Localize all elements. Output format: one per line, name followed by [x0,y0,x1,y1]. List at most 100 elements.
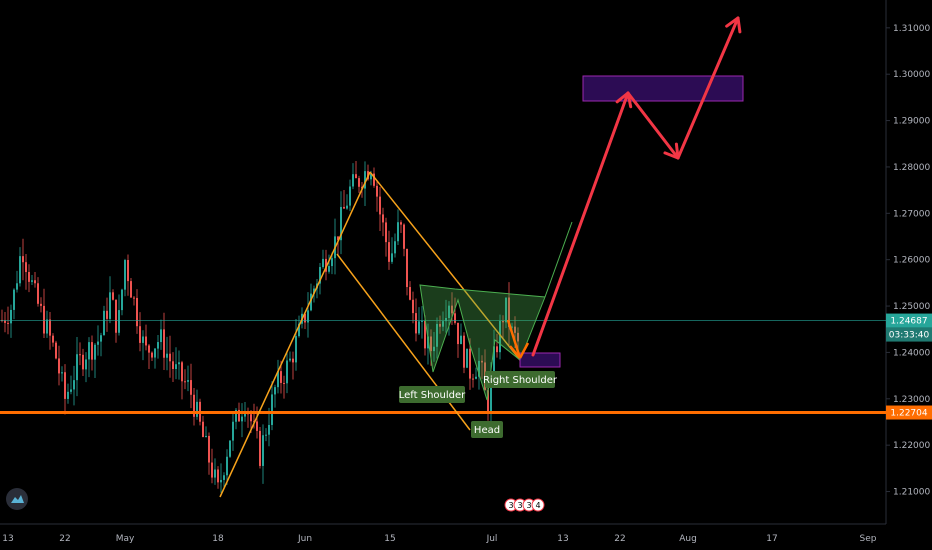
candle-body [310,293,312,311]
right-shoulder-label[interactable]: Right Shoulder [483,371,558,388]
candle-body [322,258,324,268]
candle-body [427,336,429,349]
candle-body [91,342,93,360]
candle-body [292,358,294,363]
tradingview-logo-icon[interactable] [6,488,28,510]
x-tick-label: Jun [297,534,312,544]
candle-body [493,346,495,374]
candle-body [169,353,171,362]
candle-body [283,382,285,384]
current-price-value: 1.24687 [890,317,927,327]
x-axis-ticks: 13 22 May 18 Jun 15 Jul 13 22 Aug 17 Sep [2,534,876,544]
candle-body [379,196,381,215]
candle-body [103,310,105,336]
candle-body [94,344,96,360]
candle-body [13,289,15,310]
projection-segment[interactable] [531,91,630,357]
candle-body [85,359,87,370]
candle-body [280,371,282,383]
projection-segment[interactable] [676,16,740,160]
candle-body [505,297,507,323]
pattern-trendline[interactable] [219,171,371,498]
candle-body [307,310,309,323]
candle-body [508,297,510,328]
candle-body [331,258,333,267]
y-tick-label: 1.27000 [893,209,930,219]
candle-body [7,322,9,324]
candle-body [388,242,390,262]
projection-arrows[interactable] [506,16,742,359]
right-shoulder-text: Right Shoulder [483,375,558,386]
candle-body [337,236,339,241]
breakout-line[interactable] [544,221,573,298]
candle-body [115,299,117,333]
candle-body [313,288,315,294]
y-tick-label: 1.29000 [893,117,930,127]
candle-body [442,321,444,327]
x-tick-label: Sep [860,534,877,544]
head-shoulders-shape[interactable] [419,284,546,401]
support-price-tag: 1.22704 [886,405,932,420]
plot-area[interactable] [0,0,886,524]
candle-body [178,362,180,365]
candle-body [154,348,156,358]
candle-body [439,323,441,327]
candle-body [79,354,81,356]
entry-zone[interactable] [519,352,561,368]
candle-body [109,292,111,319]
candle-body [64,372,66,399]
event-badge[interactable]: 4 [531,498,545,512]
candle-body [304,313,306,323]
candle-body [460,335,462,345]
candle-body [454,313,456,323]
candle-body [259,430,261,466]
candle-body [250,414,252,422]
candle-body [61,372,63,374]
candle-body [412,299,414,314]
candle-body [97,341,99,345]
candle-body [502,320,504,323]
candle-body [181,362,183,382]
candle-body [37,283,39,304]
price-axis[interactable] [886,0,932,524]
candle-body [295,336,297,363]
y-tick-label: 1.30000 [893,70,930,80]
target-zone[interactable] [582,75,744,102]
candle-body [244,411,246,417]
candle-body [145,336,147,346]
candle-body [106,310,108,319]
head-text: Head [474,425,500,436]
candle-body [487,390,489,412]
candle-body [394,241,396,254]
candle-body [376,185,378,197]
candle-body [10,309,12,324]
projection-segment[interactable] [626,91,680,160]
candle-body [496,346,498,353]
candle-body [511,326,513,328]
candle-body [25,262,27,273]
candle-body [40,303,42,306]
candle-body [88,342,90,360]
candle-body [136,297,138,327]
candle-body [187,380,189,382]
candle-body [451,305,453,314]
pattern-trendline[interactable] [369,171,521,361]
candle-body [355,174,357,179]
candle-body [403,224,405,249]
candle-body [391,253,393,262]
candle-body [160,329,162,343]
candle-body [409,287,411,300]
left-shoulder-label[interactable]: Left Shoulder [399,386,466,403]
x-tick-label: 13 [557,534,568,544]
candle-body [328,266,330,272]
candle-body [397,222,399,242]
head-label[interactable]: Head [471,421,503,438]
y-tick-label: 1.21000 [893,488,930,498]
entry-arrow[interactable] [506,319,522,359]
candle-body [499,320,501,353]
candle-body [202,421,204,437]
candle-body [364,171,366,189]
candle-body [274,387,276,395]
